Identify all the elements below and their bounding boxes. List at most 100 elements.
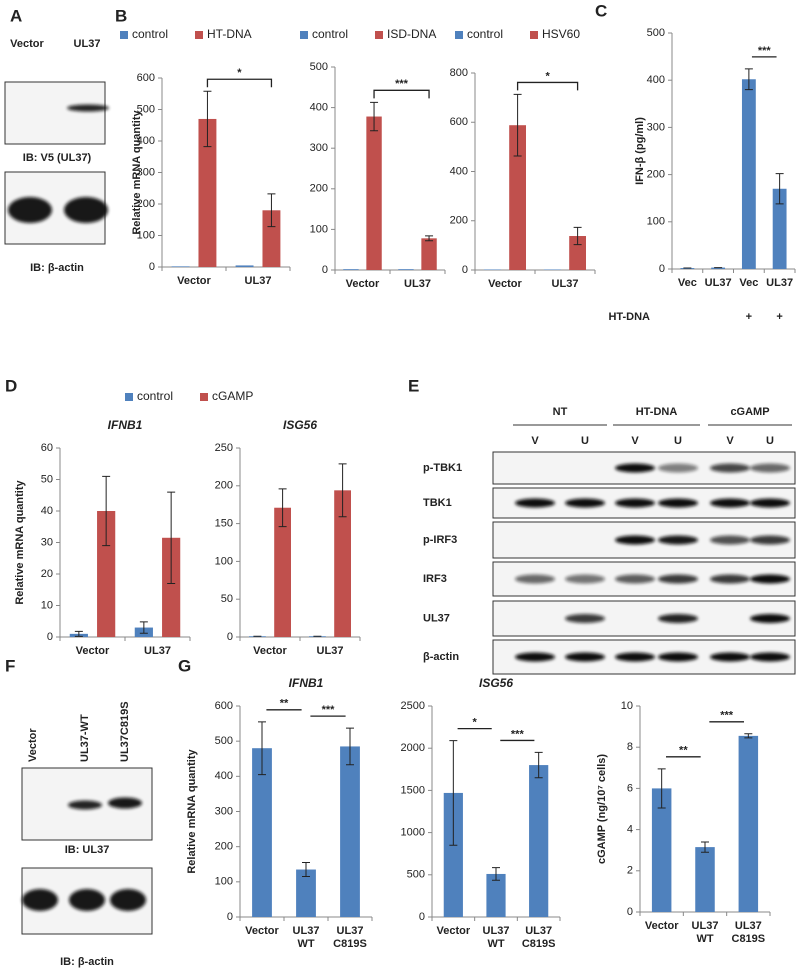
x-tick-label: Vector xyxy=(437,925,471,937)
significance-label: ** xyxy=(280,698,289,710)
blot-band xyxy=(615,574,655,584)
significance-label: *** xyxy=(511,728,525,740)
y-tick-label: 2500 xyxy=(401,700,425,712)
legend-label: HSV60 xyxy=(542,27,580,41)
error-bar xyxy=(139,621,148,634)
significance-bracket xyxy=(206,78,273,88)
x-tick-label: Vec xyxy=(678,277,697,289)
panel-label: E xyxy=(408,376,419,395)
y-tick-label: 200 xyxy=(450,215,468,227)
error-bar xyxy=(492,867,500,881)
blot-band xyxy=(68,800,102,810)
blot-band xyxy=(565,652,605,662)
x-tick-label: UL37 xyxy=(245,275,272,287)
group-label: cGAMP xyxy=(730,406,769,418)
y-tick-label: 0 xyxy=(462,264,468,276)
error-bar xyxy=(744,733,753,739)
panel-label: C xyxy=(595,1,607,20)
y-tick-label: 400 xyxy=(647,74,665,86)
x-tick-label: UL37 xyxy=(293,925,320,937)
legend-swatch xyxy=(125,393,133,401)
blot-band xyxy=(615,652,655,662)
x-tick-label: UL37 xyxy=(483,925,510,937)
bar xyxy=(738,735,759,912)
legend-label: HT-DNA xyxy=(207,27,252,41)
panel-label: A xyxy=(10,6,22,25)
blot-membrane xyxy=(492,600,796,637)
error-bar xyxy=(744,68,753,91)
y-tick-label: 0 xyxy=(322,264,328,276)
x-tick-label: UL37 xyxy=(735,920,762,932)
error-bar xyxy=(203,90,212,148)
error-bar xyxy=(573,226,582,246)
blot-band xyxy=(658,614,698,623)
blot-band xyxy=(615,535,655,545)
bar xyxy=(398,269,414,270)
blot-band xyxy=(710,535,750,545)
condition-label: HT-DNA xyxy=(608,311,650,323)
y-tick-label: 400 xyxy=(450,165,468,177)
row-label: TBK1 xyxy=(423,497,452,509)
y-tick-label: 0 xyxy=(227,911,233,923)
x-tick-label: UL37 xyxy=(552,278,579,290)
significance-label: * xyxy=(237,67,242,79)
error-bar xyxy=(74,630,83,637)
y-tick-label: 100 xyxy=(310,223,328,235)
error-bar xyxy=(775,173,784,205)
blot-band xyxy=(69,889,105,911)
blot-caption: IB: β-actin xyxy=(30,262,84,274)
y-tick-label: 6 xyxy=(627,782,633,794)
x-tick-label: Vector xyxy=(645,920,679,932)
error-bar xyxy=(701,841,709,853)
significance-label: * xyxy=(545,70,550,82)
bar xyxy=(772,188,787,269)
x-tick-label: Vec xyxy=(739,277,758,289)
y-tick-label: 400 xyxy=(215,770,233,782)
row-label: IRF3 xyxy=(423,573,447,585)
y-tick-label: 20 xyxy=(41,568,53,580)
blot-caption: IB: UL37 xyxy=(65,844,110,856)
blot-band xyxy=(67,104,109,112)
x-tick-label: Vector xyxy=(76,645,110,657)
y-tick-label: 50 xyxy=(221,593,233,605)
chart-title: IFNB1 xyxy=(108,418,143,432)
y-tick-label: 200 xyxy=(215,841,233,853)
y-tick-label: 10 xyxy=(621,700,633,712)
x-tick-label: UL37 xyxy=(766,277,793,289)
y-tick-label: 40 xyxy=(41,505,53,517)
y-tick-label: 500 xyxy=(215,735,233,747)
y-tick-label: 400 xyxy=(137,135,155,147)
blot-band xyxy=(750,498,790,508)
blot-band xyxy=(565,614,605,623)
lane-label: U xyxy=(766,435,774,447)
x-tick-label: Vector xyxy=(253,645,287,657)
error-bar xyxy=(346,727,354,766)
blot-band xyxy=(64,197,108,223)
row-label: UL37 xyxy=(423,612,450,624)
y-tick-label: 2000 xyxy=(401,742,425,754)
blot-band xyxy=(710,463,750,473)
legend-swatch xyxy=(375,31,383,39)
bar xyxy=(695,847,715,912)
y-tick-label: 0 xyxy=(47,631,53,643)
group-label: NT xyxy=(553,406,568,418)
bar xyxy=(443,792,463,917)
y-tick-label: 400 xyxy=(310,102,328,114)
y-tick-label: 600 xyxy=(215,700,233,712)
error-bar xyxy=(370,101,379,132)
blot-membrane xyxy=(4,81,106,145)
bar xyxy=(741,79,756,269)
chart-title: IFNB1 xyxy=(289,676,324,690)
legend-label: control xyxy=(312,27,348,41)
row-label: β-actin xyxy=(423,651,459,663)
x-tick-label: UL37 xyxy=(144,645,171,657)
y-tick-label: 2 xyxy=(627,865,633,877)
y-tick-label: 100 xyxy=(215,876,233,888)
blot-band xyxy=(750,574,790,584)
significance-label: *** xyxy=(720,710,734,722)
y-tick-label: 200 xyxy=(215,480,233,492)
y-tick-label: 1500 xyxy=(401,784,425,796)
legend-label: control xyxy=(467,27,503,41)
y-tick-label: 200 xyxy=(310,183,328,195)
